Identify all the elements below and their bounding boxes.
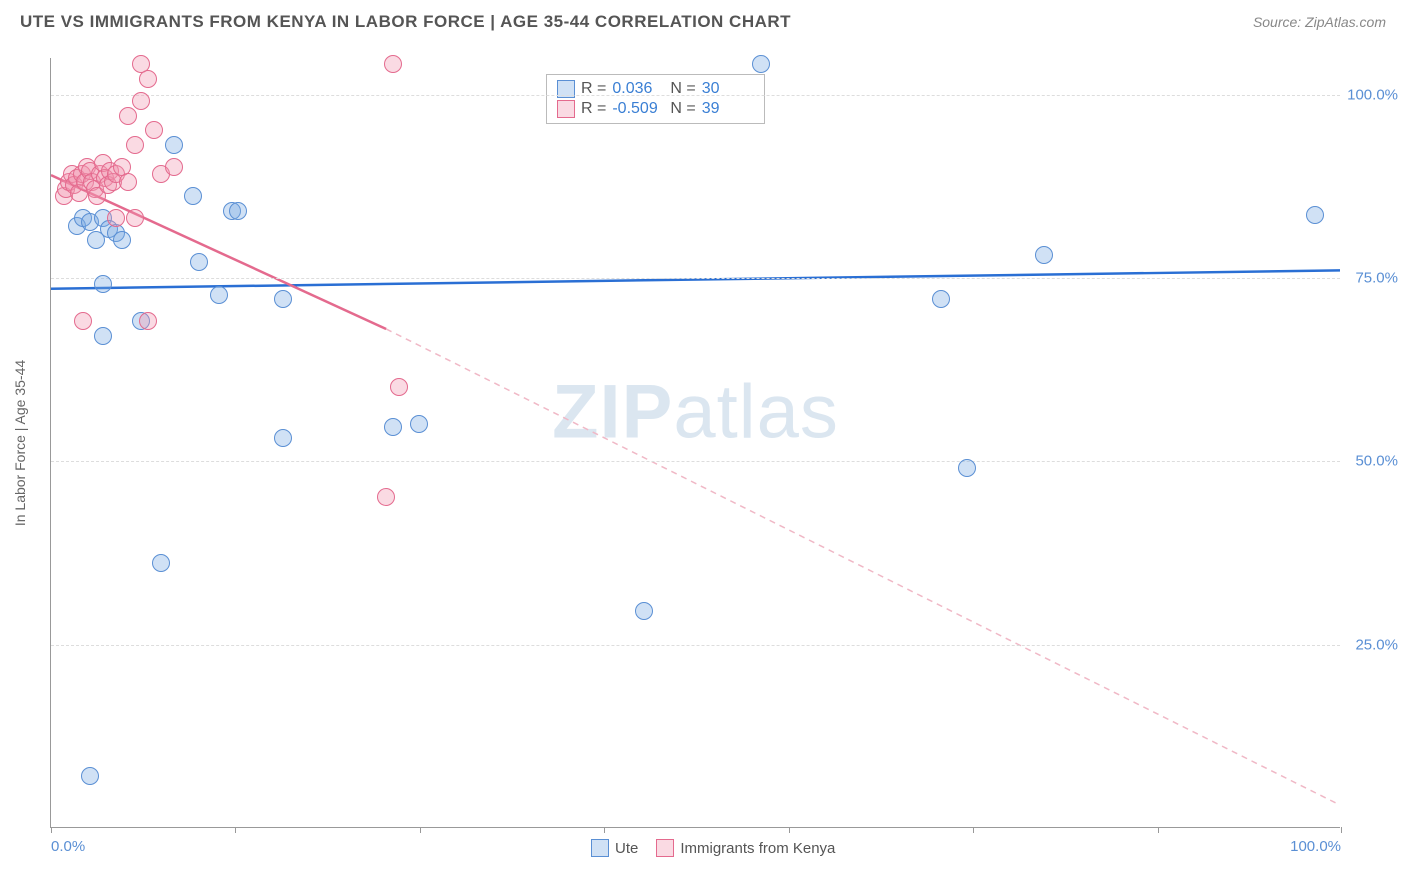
stat-n-value: 39 (702, 100, 754, 118)
data-point (184, 187, 202, 205)
x-tick-label: 100.0% (1290, 838, 1341, 855)
chart-source: Source: ZipAtlas.com (1253, 14, 1386, 30)
gridline (51, 645, 1340, 646)
data-point (274, 290, 292, 308)
data-point (384, 55, 402, 73)
plot-area: ZIPatlas R =0.036N =30R =-0.509N =39 Ute… (50, 58, 1340, 828)
legend-item: Immigrants from Kenya (656, 839, 835, 857)
data-point (119, 173, 137, 191)
watermark: ZIPatlas (552, 368, 839, 455)
data-point (152, 554, 170, 572)
y-tick-label: 100.0% (1347, 86, 1398, 103)
data-point (932, 290, 950, 308)
data-point (74, 312, 92, 330)
data-point (165, 158, 183, 176)
x-tick-mark (1158, 827, 1159, 833)
chart-title: UTE VS IMMIGRANTS FROM KENYA IN LABOR FO… (20, 12, 791, 32)
legend-label: Immigrants from Kenya (680, 840, 835, 857)
data-point (94, 327, 112, 345)
legend-swatch (591, 839, 609, 857)
stats-legend-row: R = -0.509 N = 39 (557, 99, 754, 119)
data-point (958, 459, 976, 477)
legend-item: Ute (591, 839, 638, 857)
data-point (229, 202, 247, 220)
legend-swatch (656, 839, 674, 857)
data-point (752, 55, 770, 73)
bottom-legend: Ute Immigrants from Kenya (591, 839, 835, 857)
data-point (132, 92, 150, 110)
data-point (145, 121, 163, 139)
data-point (274, 429, 292, 447)
data-point (190, 253, 208, 271)
gridline (51, 461, 1340, 462)
y-tick-label: 25.0% (1355, 636, 1398, 653)
data-point (165, 136, 183, 154)
data-point (126, 209, 144, 227)
data-point (1035, 246, 1053, 264)
x-tick-mark (420, 827, 421, 833)
data-point (94, 275, 112, 293)
data-point (119, 107, 137, 125)
trend-lines (51, 58, 1340, 827)
gridline (51, 95, 1340, 96)
data-point (139, 70, 157, 88)
x-tick-mark (789, 827, 790, 833)
data-point (113, 231, 131, 249)
stats-legend-row: R =0.036N =30 (557, 79, 754, 99)
x-tick-mark (51, 827, 52, 833)
stats-legend: R =0.036N =30R = -0.509 N = 39 (546, 74, 765, 124)
x-tick-mark (973, 827, 974, 833)
y-axis-label: In Labor Force | Age 35-44 (12, 360, 28, 526)
y-tick-label: 75.0% (1355, 270, 1398, 287)
watermark-atlas: atlas (673, 369, 839, 454)
x-tick-mark (235, 827, 236, 833)
stat-r-value: -0.509 (612, 100, 664, 118)
data-point (81, 767, 99, 785)
data-point (107, 209, 125, 227)
x-tick-mark (604, 827, 605, 833)
x-tick-mark (1341, 827, 1342, 833)
stat-r-label: R = (581, 100, 606, 118)
gridline (51, 278, 1340, 279)
trend-line (386, 329, 1340, 805)
data-point (139, 312, 157, 330)
data-point (210, 286, 228, 304)
legend-label: Ute (615, 840, 638, 857)
data-point (1306, 206, 1324, 224)
data-point (390, 378, 408, 396)
data-point (126, 136, 144, 154)
trend-line (51, 270, 1340, 288)
y-tick-label: 50.0% (1355, 453, 1398, 470)
data-point (384, 418, 402, 436)
watermark-zip: ZIP (552, 369, 673, 454)
x-tick-label: 0.0% (51, 838, 85, 855)
stat-n-label: N = (670, 100, 695, 118)
data-point (410, 415, 428, 433)
chart-header: UTE VS IMMIGRANTS FROM KENYA IN LABOR FO… (0, 0, 1406, 38)
chart-container: In Labor Force | Age 35-44 ZIPatlas R =0… (50, 48, 1390, 838)
data-point (635, 602, 653, 620)
legend-swatch (557, 100, 575, 118)
data-point (377, 488, 395, 506)
